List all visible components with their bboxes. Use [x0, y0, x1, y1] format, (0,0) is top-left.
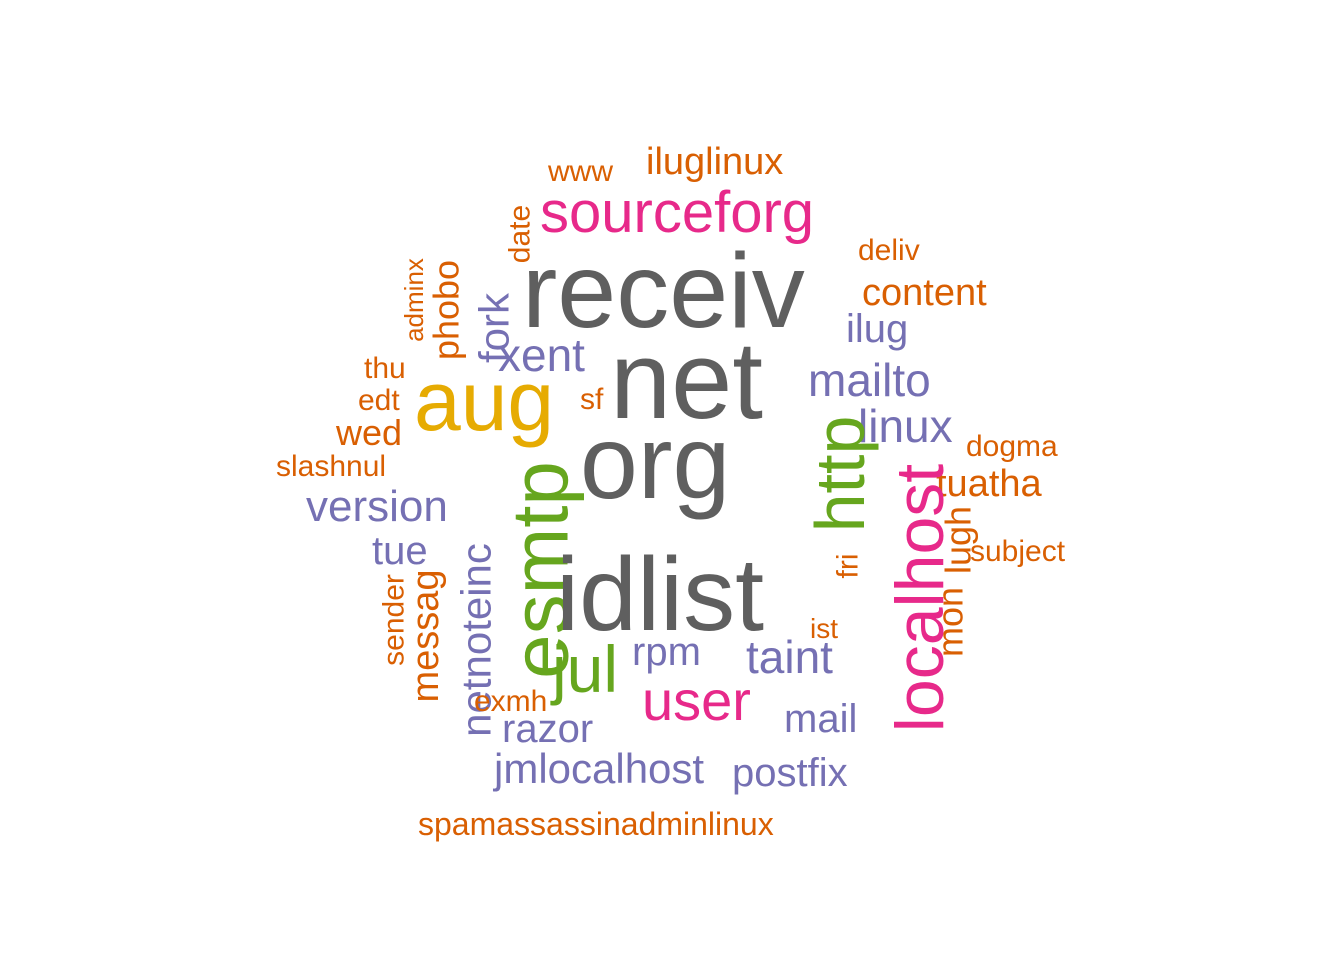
word-exmh: exmh — [474, 685, 547, 718]
word-mail: mail — [784, 697, 857, 741]
word-spamassassinadminlinux: spamassassinadminlinux — [418, 806, 774, 842]
word-www: www — [547, 155, 613, 188]
word-slashnul: slashnul — [276, 450, 386, 483]
word-lugh: lugh — [938, 506, 979, 574]
word-sender: sender — [378, 574, 411, 666]
word-version: version — [306, 482, 448, 531]
word-tuatha: tuatha — [936, 463, 1043, 505]
word-rpm: rpm — [632, 630, 701, 674]
word-jul: jul — [550, 632, 618, 706]
word-phobo: phobo — [426, 260, 467, 360]
word-messag: messag — [405, 569, 447, 702]
word-fri: fri — [832, 554, 865, 579]
word-dogma: dogma — [966, 430, 1058, 463]
word-linux: linux — [858, 400, 953, 452]
word-jmlocalhost: jmlocalhost — [492, 745, 704, 792]
word-content: content — [862, 272, 987, 314]
word-tue: tue — [372, 529, 428, 573]
word-localhost: localhost — [882, 464, 958, 732]
word-subject: subject — [970, 535, 1066, 568]
word-fork: fork — [471, 292, 518, 363]
word-netnoteinc: netnoteinc — [453, 543, 500, 737]
word-thu: thu — [364, 352, 406, 385]
word-sourceforg: sourceforg — [540, 180, 814, 245]
word-receiv: receiv — [522, 232, 805, 350]
word-date: date — [504, 205, 537, 263]
word-wed: wed — [335, 412, 402, 453]
word-razor: razor — [502, 707, 593, 751]
word-mon: mon — [930, 587, 971, 657]
word-adminx: adminx — [399, 258, 429, 342]
word-deliv: deliv — [858, 234, 920, 267]
word-mailto: mailto — [808, 354, 931, 406]
word-postfix: postfix — [732, 751, 848, 795]
word-aug: aug — [414, 354, 554, 448]
word-org: org — [580, 405, 730, 521]
word-ilug: ilug — [846, 307, 908, 351]
word-net: net — [610, 319, 763, 442]
word-ist: ist — [810, 613, 838, 644]
word-http: http — [801, 416, 879, 533]
word-xent: xent — [498, 329, 585, 381]
word-esmtp: esmtp — [496, 461, 585, 679]
word-idlist: idlist — [556, 537, 764, 653]
word-sf: sf — [580, 383, 604, 416]
word-iluglinux: iluglinux — [646, 141, 783, 183]
word-user: user — [642, 669, 751, 732]
word-taint: taint — [746, 631, 833, 683]
word-edt: edt — [358, 384, 400, 417]
